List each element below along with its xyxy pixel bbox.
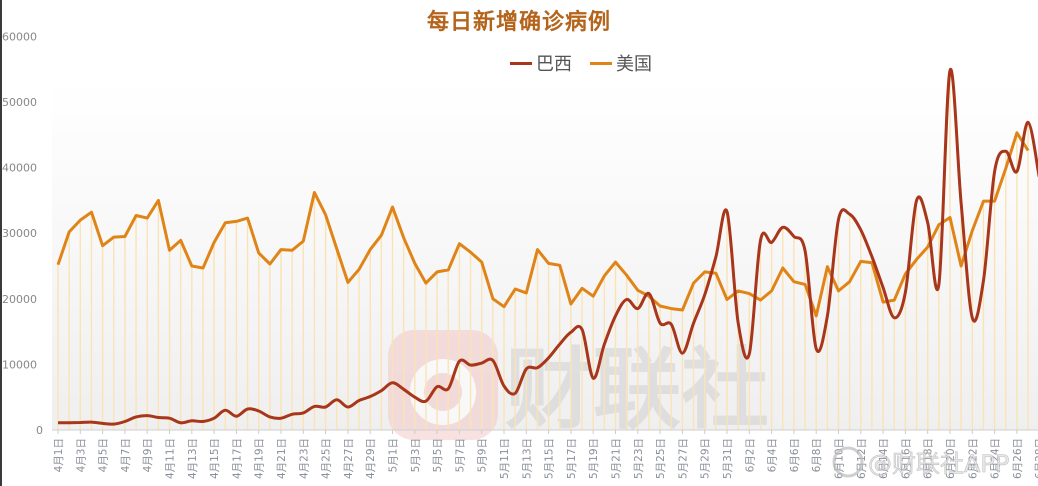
x-tick-label: 5月3日 <box>410 438 422 472</box>
legend-item-usa[interactable]: 美国 <box>590 50 652 76</box>
x-tick-label: 6月28日 <box>1034 438 1038 479</box>
legend-swatch-brazil-icon <box>510 61 532 65</box>
x-tick-label: 6月2日 <box>744 438 756 472</box>
plot-background <box>52 80 1038 430</box>
x-tick-label: 4月13日 <box>187 438 199 479</box>
x-tick-label: 5月29日 <box>700 438 712 479</box>
y-axis: 0 10000 20000 30000 40000 50000 60000 <box>2 30 43 437</box>
legend-swatch-usa-icon <box>590 61 612 65</box>
y-tick-label: 50000 <box>2 96 37 109</box>
x-tick-label: 5月19日 <box>588 438 600 479</box>
x-tick-label: 4月17日 <box>231 438 243 479</box>
x-tick-label: 6月4日 <box>767 438 779 472</box>
x-tick-label: 6月22日 <box>967 438 979 479</box>
x-tick-label: 5月23日 <box>633 438 645 479</box>
x-tick-label: 5月9日 <box>477 438 489 472</box>
chart-title: 每日新增确诊病例 <box>426 10 611 35</box>
x-tick-label: 5月25日 <box>655 438 667 479</box>
x-tick-label: 6月14日 <box>878 438 890 479</box>
x-tick-label: 4月25日 <box>321 438 333 479</box>
y-tick-label: 30000 <box>2 227 37 240</box>
y-tick-label: 0 <box>36 424 43 437</box>
x-tick-label: 5月31日 <box>722 438 734 479</box>
x-tick-label: 6月18日 <box>923 438 935 479</box>
x-tick-label: 5月13日 <box>521 438 533 479</box>
legend-label-usa: 美国 <box>616 54 652 75</box>
x-tick-label: 5月1日 <box>388 438 400 472</box>
watermark: 财联社 <box>388 330 769 441</box>
svg-text:@财联社APP: @财联社APP <box>868 450 1009 478</box>
x-tick-label: 5月5日 <box>432 438 444 472</box>
x-tick-label: 6月24日 <box>990 438 1002 479</box>
x-tick-label: 4月5日 <box>98 438 110 472</box>
y-tick-label: 20000 <box>2 293 37 306</box>
left-frame-border <box>0 0 2 486</box>
x-tick-label: 5月7日 <box>454 438 466 472</box>
x-tick-label: 4月1日 <box>53 438 65 472</box>
usa-series-line[interactable] <box>56 131 1030 318</box>
legend-label-brazil: 巴西 <box>536 54 572 75</box>
x-tick-label: 4月3日 <box>75 438 87 472</box>
x-tick-label: 4月29日 <box>365 438 377 479</box>
x-tick-label: 4月7日 <box>120 438 132 472</box>
y-tick-label: 10000 <box>2 358 37 371</box>
x-tick-label: 6月20日 <box>945 438 957 479</box>
x-tick-label: 5月15日 <box>544 438 556 479</box>
x-tick-label: 5月27日 <box>677 438 689 479</box>
x-tick-label: 5月11日 <box>499 438 511 479</box>
x-tick-label: 4月19日 <box>254 438 266 479</box>
x-tick-label: 6月8日 <box>811 438 823 472</box>
x-tick-label: 4月11日 <box>165 438 177 479</box>
weibo-watermark: @财联社APP <box>832 446 1010 478</box>
x-tick-label: 4月21日 <box>276 438 288 479</box>
chart-legend: 巴西 美国 <box>510 50 652 76</box>
y-tick-label: 40000 <box>2 162 37 175</box>
x-tick-label: 6月16日 <box>900 438 912 479</box>
legend-item-brazil[interactable]: 巴西 <box>510 50 572 76</box>
vertical-grid-lines <box>57 70 1029 430</box>
x-tick-label: 4月23日 <box>298 438 310 479</box>
y-tick-label: 60000 <box>2 30 37 43</box>
x-tick-label: 5月17日 <box>566 438 578 479</box>
x-tick-label: 6月26日 <box>1012 438 1024 479</box>
brazil-series-line[interactable] <box>57 67 1038 426</box>
x-tick-label: 4月27日 <box>343 438 355 479</box>
svg-text:财联社: 财联社 <box>505 338 769 441</box>
x-tick-label: 4月15日 <box>209 438 221 479</box>
x-tick-label: 6月6日 <box>789 438 801 472</box>
x-tick-label: 4月9日 <box>142 438 154 472</box>
x-tick-label: 5月21日 <box>611 438 623 479</box>
